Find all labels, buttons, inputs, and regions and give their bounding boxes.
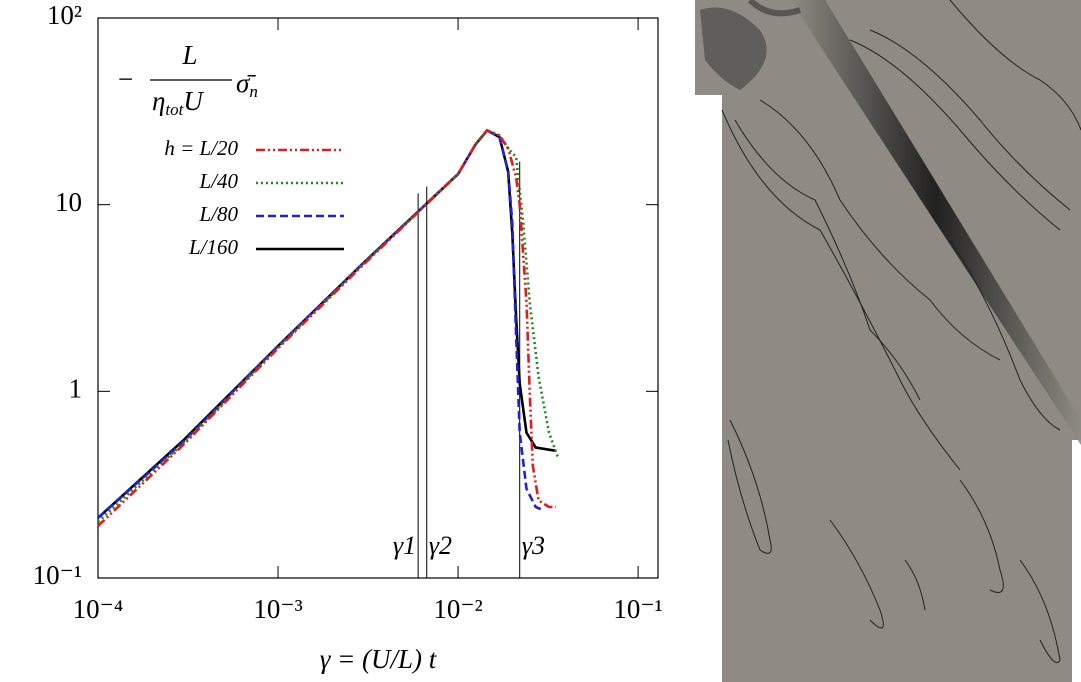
ylabel-denominator: ηtotU [152, 86, 204, 119]
simulation-image [695, 0, 1081, 682]
series-line [97, 128, 560, 523]
legend-label: h = L/20 [164, 136, 238, 160]
x-tick-label: 10⁻² [433, 594, 482, 624]
legend-label: L/80 [198, 202, 238, 226]
series-line [97, 128, 556, 527]
y-tick-label: 10⁻¹ [33, 560, 82, 590]
ylabel-symbol: σ̄n [236, 68, 258, 101]
ylabel-eta: η [152, 86, 165, 116]
plot-frame [97, 17, 659, 579]
legend-label: L/40 [198, 169, 238, 193]
ylabel-sub: tot [165, 100, 184, 119]
field-background [695, 0, 1081, 682]
y-tick-label: 10² [47, 0, 82, 30]
contours [721, 0, 1081, 663]
ylabel-sigma-sub: n [249, 82, 258, 101]
legend-label: L/160 [188, 235, 239, 259]
dark-region [700, 7, 767, 90]
y-axis-label: − L ηtotU σ̄n [118, 40, 258, 119]
y-tick-label: 10 [55, 187, 82, 217]
gamma-label: γ1 [393, 531, 416, 560]
dark-region [747, 0, 801, 17]
y-tick-label: 1 [69, 374, 83, 404]
x-axis-label: γ = (U/L) t [320, 644, 438, 674]
gamma-label: γ2 [429, 531, 452, 560]
gamma-label: γ3 [522, 531, 545, 560]
shear-band [790, 0, 1081, 445]
ylabel-numerator: L [181, 40, 197, 70]
ylabel-sign: − [118, 64, 133, 94]
ylabel-u: U [183, 86, 204, 116]
x-tick-label: 10⁻¹ [613, 594, 662, 624]
x-tick-label: 10⁻⁴ [73, 594, 124, 624]
x-tick-label: 10⁻³ [253, 594, 302, 624]
